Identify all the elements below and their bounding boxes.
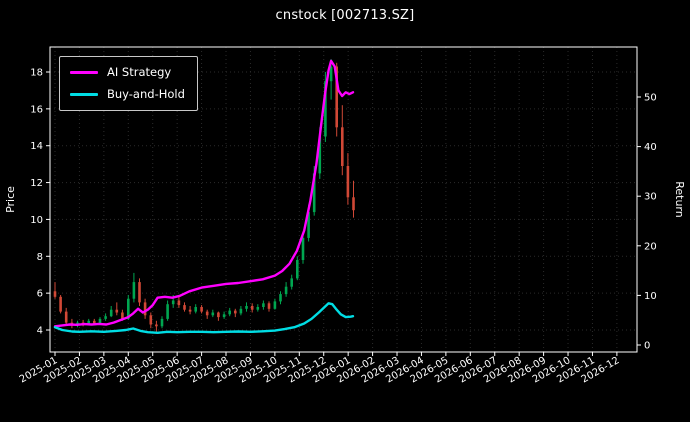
legend-item-buy-and-hold: Buy-and-Hold	[70, 87, 185, 101]
chart-title: cnstock [002713.SZ]	[275, 8, 415, 23]
left-axis-label: Price	[4, 186, 17, 213]
left-tick-label: 14	[30, 141, 43, 152]
left-tick-label: 4	[37, 326, 43, 337]
series-line-ai-strategy	[53, 59, 355, 328]
series-line-buy-and-hold	[53, 302, 355, 334]
left-tick-label: 6	[37, 289, 43, 300]
right-tick-label: 20	[644, 241, 657, 252]
right-tick-label: 50	[644, 93, 657, 104]
right-tick-label: 0	[644, 341, 650, 352]
right-tick-label: 40	[644, 142, 657, 153]
left-tick-label: 16	[30, 104, 43, 115]
right-axis-label: Return	[673, 181, 686, 218]
plot-border	[49, 46, 638, 353]
right-tick-label: 30	[644, 192, 657, 203]
buy-and-hold-line-swatch	[70, 92, 98, 96]
right-tick-label: 10	[644, 291, 657, 302]
ai-strategy-line-swatch	[70, 70, 98, 74]
left-tick-label: 12	[30, 178, 43, 189]
left-tick-label: 18	[30, 67, 43, 78]
left-tick-label: 10	[30, 215, 43, 226]
legend-item-ai-strategy: AI Strategy	[70, 65, 185, 79]
legend-label-ai-strategy: AI Strategy	[107, 65, 172, 79]
left-tick-label: 8	[37, 252, 43, 263]
chart-legend: AI Strategy Buy-and-Hold	[59, 56, 198, 111]
legend-label-buy-and-hold: Buy-and-Hold	[107, 87, 185, 101]
